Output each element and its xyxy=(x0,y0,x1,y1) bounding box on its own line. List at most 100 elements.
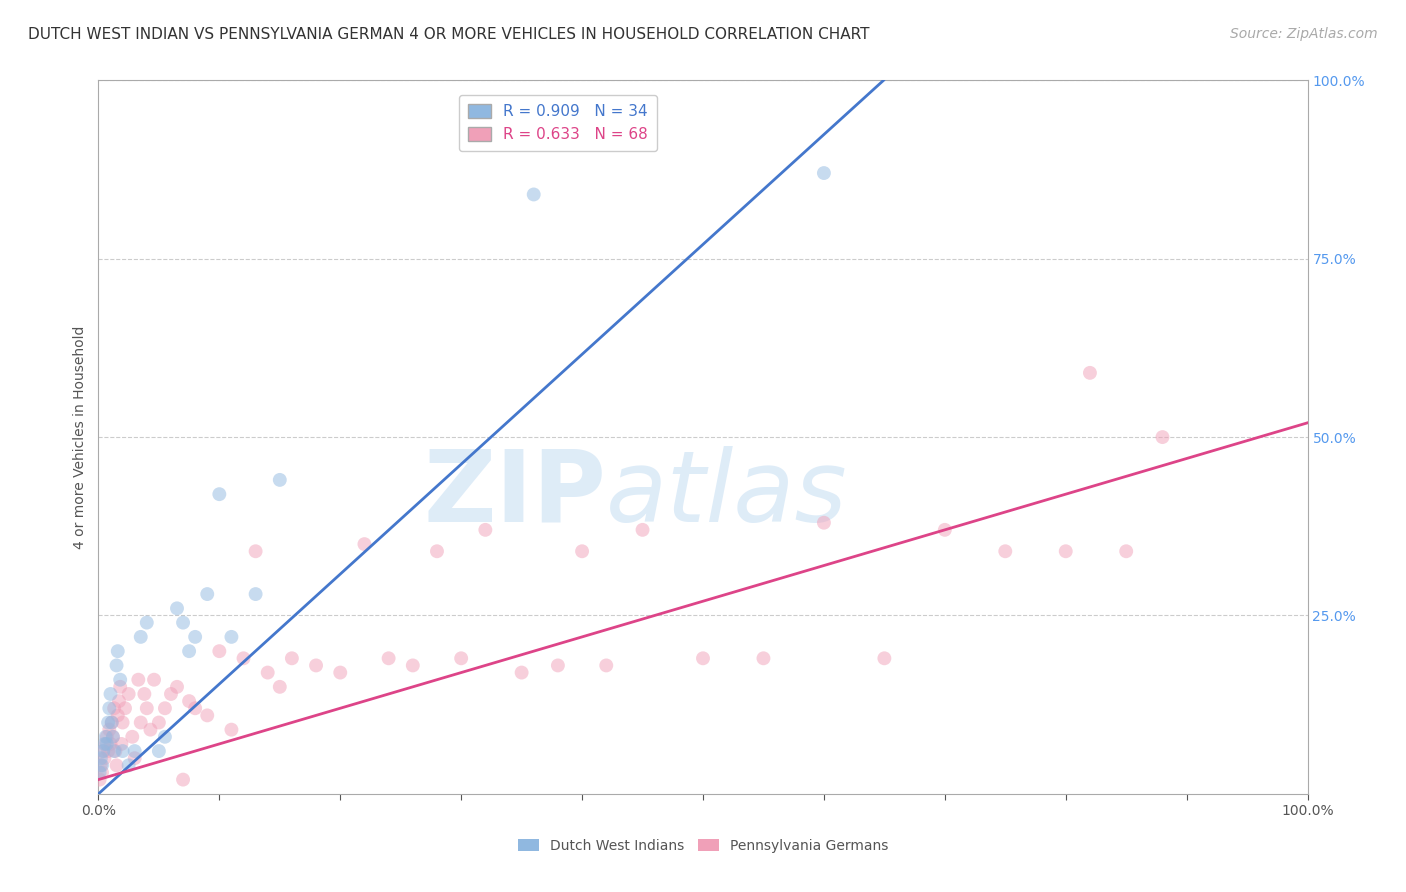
Point xyxy=(89,765,111,780)
Point xyxy=(91,758,114,772)
Point xyxy=(129,630,152,644)
Point xyxy=(96,737,118,751)
Point xyxy=(98,723,121,737)
Point xyxy=(90,751,112,765)
Point xyxy=(595,658,617,673)
Point xyxy=(100,737,122,751)
Point xyxy=(100,715,122,730)
Point xyxy=(179,644,201,658)
Point xyxy=(97,744,120,758)
Point xyxy=(111,715,134,730)
Point xyxy=(752,651,775,665)
Text: atlas: atlas xyxy=(606,446,848,542)
Point xyxy=(124,751,146,765)
Point xyxy=(91,765,114,780)
Point xyxy=(121,730,143,744)
Point xyxy=(129,715,152,730)
Point xyxy=(110,737,132,751)
Point xyxy=(547,658,569,673)
Point xyxy=(377,651,399,665)
Point xyxy=(134,687,156,701)
Point xyxy=(179,694,201,708)
Point xyxy=(256,665,278,680)
Point xyxy=(118,687,141,701)
Point xyxy=(108,694,131,708)
Point xyxy=(135,701,157,715)
Point xyxy=(103,701,125,715)
Point xyxy=(402,658,425,673)
Point xyxy=(184,701,207,715)
Point xyxy=(98,701,121,715)
Point xyxy=(105,758,128,772)
Point xyxy=(184,630,207,644)
Point xyxy=(148,715,170,730)
Point xyxy=(94,737,117,751)
Point xyxy=(232,651,254,665)
Point xyxy=(97,715,120,730)
Point xyxy=(245,544,267,558)
Point xyxy=(101,730,124,744)
Point xyxy=(1152,430,1174,444)
Point xyxy=(100,687,122,701)
Point xyxy=(118,758,141,772)
Point xyxy=(107,644,129,658)
Point xyxy=(108,673,131,687)
Point xyxy=(89,772,111,787)
Point xyxy=(195,587,218,601)
Point xyxy=(91,744,114,758)
Point xyxy=(124,744,146,758)
Text: DUTCH WEST INDIAN VS PENNSYLVANIA GERMAN 4 OR MORE VEHICLES IN HOUSEHOLD CORRELA: DUTCH WEST INDIAN VS PENNSYLVANIA GERMAN… xyxy=(28,27,870,42)
Point xyxy=(245,587,267,601)
Point xyxy=(94,730,117,744)
Point xyxy=(101,730,124,744)
Point xyxy=(111,744,134,758)
Point xyxy=(160,687,183,701)
Point xyxy=(96,730,118,744)
Point xyxy=(153,701,176,715)
Point xyxy=(474,523,496,537)
Point xyxy=(329,665,352,680)
Point xyxy=(153,730,176,744)
Point xyxy=(1078,366,1101,380)
Point xyxy=(221,630,243,644)
Point xyxy=(221,723,243,737)
Point xyxy=(139,723,162,737)
Point xyxy=(148,744,170,758)
Point xyxy=(208,487,231,501)
Point xyxy=(269,680,291,694)
Legend: Dutch West Indians, Pennsylvania Germans: Dutch West Indians, Pennsylvania Germans xyxy=(512,833,894,858)
Point xyxy=(510,665,533,680)
Text: Source: ZipAtlas.com: Source: ZipAtlas.com xyxy=(1230,27,1378,41)
Point xyxy=(571,544,593,558)
Point xyxy=(934,523,956,537)
Point xyxy=(1054,544,1077,558)
Point xyxy=(93,751,115,765)
Point xyxy=(100,715,122,730)
Point xyxy=(353,537,375,551)
Y-axis label: 4 or more Vehicles in Household: 4 or more Vehicles in Household xyxy=(73,326,87,549)
Point xyxy=(305,658,328,673)
Point xyxy=(93,737,115,751)
Point xyxy=(692,651,714,665)
Point xyxy=(172,772,194,787)
Point xyxy=(105,658,128,673)
Point xyxy=(450,651,472,665)
Point xyxy=(172,615,194,630)
Point xyxy=(108,680,131,694)
Point xyxy=(631,523,654,537)
Point xyxy=(107,708,129,723)
Point xyxy=(143,673,166,687)
Point xyxy=(523,187,546,202)
Point xyxy=(813,166,835,180)
Point xyxy=(994,544,1017,558)
Text: ZIP: ZIP xyxy=(423,446,606,542)
Point xyxy=(426,544,449,558)
Point xyxy=(195,708,218,723)
Point xyxy=(208,644,231,658)
Point xyxy=(166,601,188,615)
Point xyxy=(1115,544,1137,558)
Point xyxy=(269,473,291,487)
Point xyxy=(91,744,114,758)
Point xyxy=(127,673,149,687)
Point xyxy=(104,744,127,758)
